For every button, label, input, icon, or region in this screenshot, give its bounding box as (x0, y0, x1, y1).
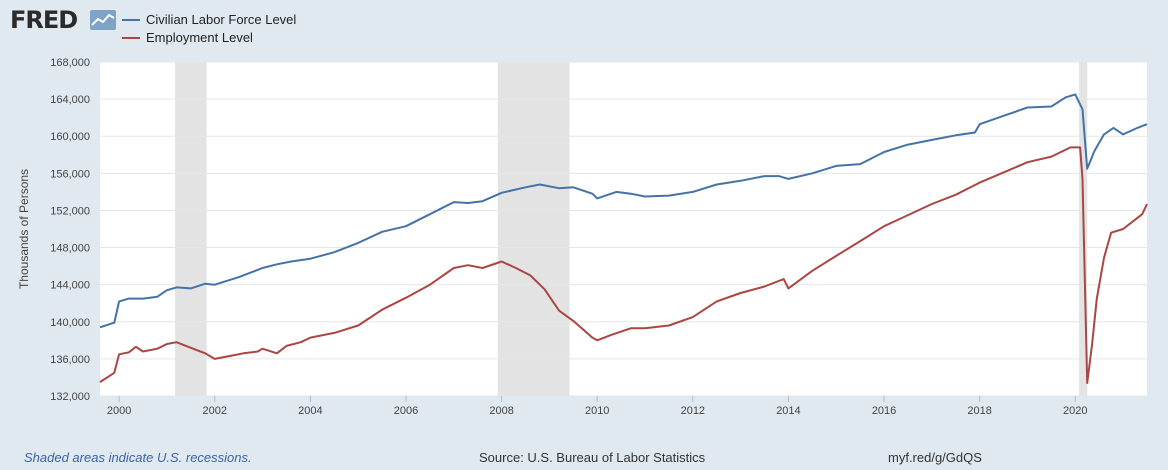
legend-swatch-employment (122, 36, 140, 39)
y-tick-label: 136,000 (50, 354, 90, 366)
gridlines-group (100, 61, 1147, 397)
chart-header: FRED Civilian Labor Force Level Employme… (0, 0, 1168, 56)
x-tick-label: 2020 (1063, 405, 1087, 417)
x-tick-label: 2000 (107, 405, 131, 417)
x-tick-label: 2006 (394, 405, 418, 417)
plot-area (100, 62, 1147, 396)
series-group (99, 93, 1148, 384)
y-tick-label: 144,000 (50, 280, 90, 292)
y-tick-label: 148,000 (50, 243, 90, 255)
y-tick-label: 156,000 (50, 168, 90, 180)
x-tick-label: 2016 (872, 405, 896, 417)
y-tick-label: 132,000 (50, 391, 90, 403)
recession-band-1 (175, 62, 207, 396)
legend-label-employment: Employment Level (146, 30, 253, 45)
legend-item-employment[interactable]: Employment Level (122, 30, 253, 45)
legend-item-labor-force[interactable]: Civilian Labor Force Level (122, 12, 296, 27)
line-chart: 132,000 136,000 140,000 144,000 148,000 152,0… (17, 57, 1148, 417)
short-url[interactable]: myf.red/g/GdQS (888, 450, 982, 465)
y-tick-label: 168,000 (50, 57, 90, 69)
y-tick-label: 140,000 (50, 317, 90, 329)
labor-force-line[interactable] (99, 93, 1148, 329)
y-tick-label: 164,000 (50, 94, 90, 106)
fred-line-graph-icon (90, 10, 116, 30)
legend-label-labor-force: Civilian Labor Force Level (146, 12, 297, 27)
x-tick-label: 2014 (776, 405, 800, 417)
x-tick-label: 2008 (489, 405, 513, 417)
x-tick-label: 2012 (681, 405, 705, 417)
y-tick-label: 160,000 (50, 131, 90, 143)
x-tick-label: 2018 (967, 405, 991, 417)
employment-line[interactable] (99, 146, 1148, 384)
legend-swatch-labor-force (122, 18, 140, 21)
x-axis-ticks: 2000 2002 2004 2006 2008 2010 2012 2014 2016 2018… (107, 396, 1088, 417)
y-tick-label: 152,000 (50, 205, 90, 217)
fred-logo[interactable]: FRED (10, 6, 78, 34)
y-axis-label: Thousands of Persons (17, 169, 31, 289)
source-credit: Source: U.S. Bureau of Labor Statistics (479, 450, 706, 465)
recession-band-2 (497, 62, 570, 396)
x-tick-label: 2004 (298, 405, 322, 417)
x-tick-label: 2002 (202, 405, 226, 417)
y-axis-ticks: 132,000 136,000 140,000 144,000 148,000 152,0… (50, 57, 90, 403)
recession-shading-group (175, 62, 1088, 396)
x-tick-label: 2010 (585, 405, 609, 417)
recession-note: Shaded areas indicate U.S. recessions. (24, 450, 252, 465)
